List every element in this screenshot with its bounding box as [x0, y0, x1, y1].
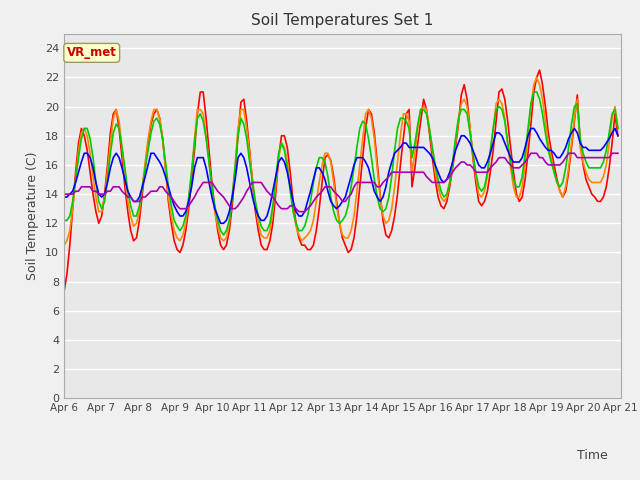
Text: VR_met: VR_met — [67, 47, 116, 60]
Y-axis label: Soil Temperature (C): Soil Temperature (C) — [26, 152, 39, 280]
Text: Time: Time — [577, 449, 608, 462]
Title: Soil Temperatures Set 1: Soil Temperatures Set 1 — [252, 13, 433, 28]
